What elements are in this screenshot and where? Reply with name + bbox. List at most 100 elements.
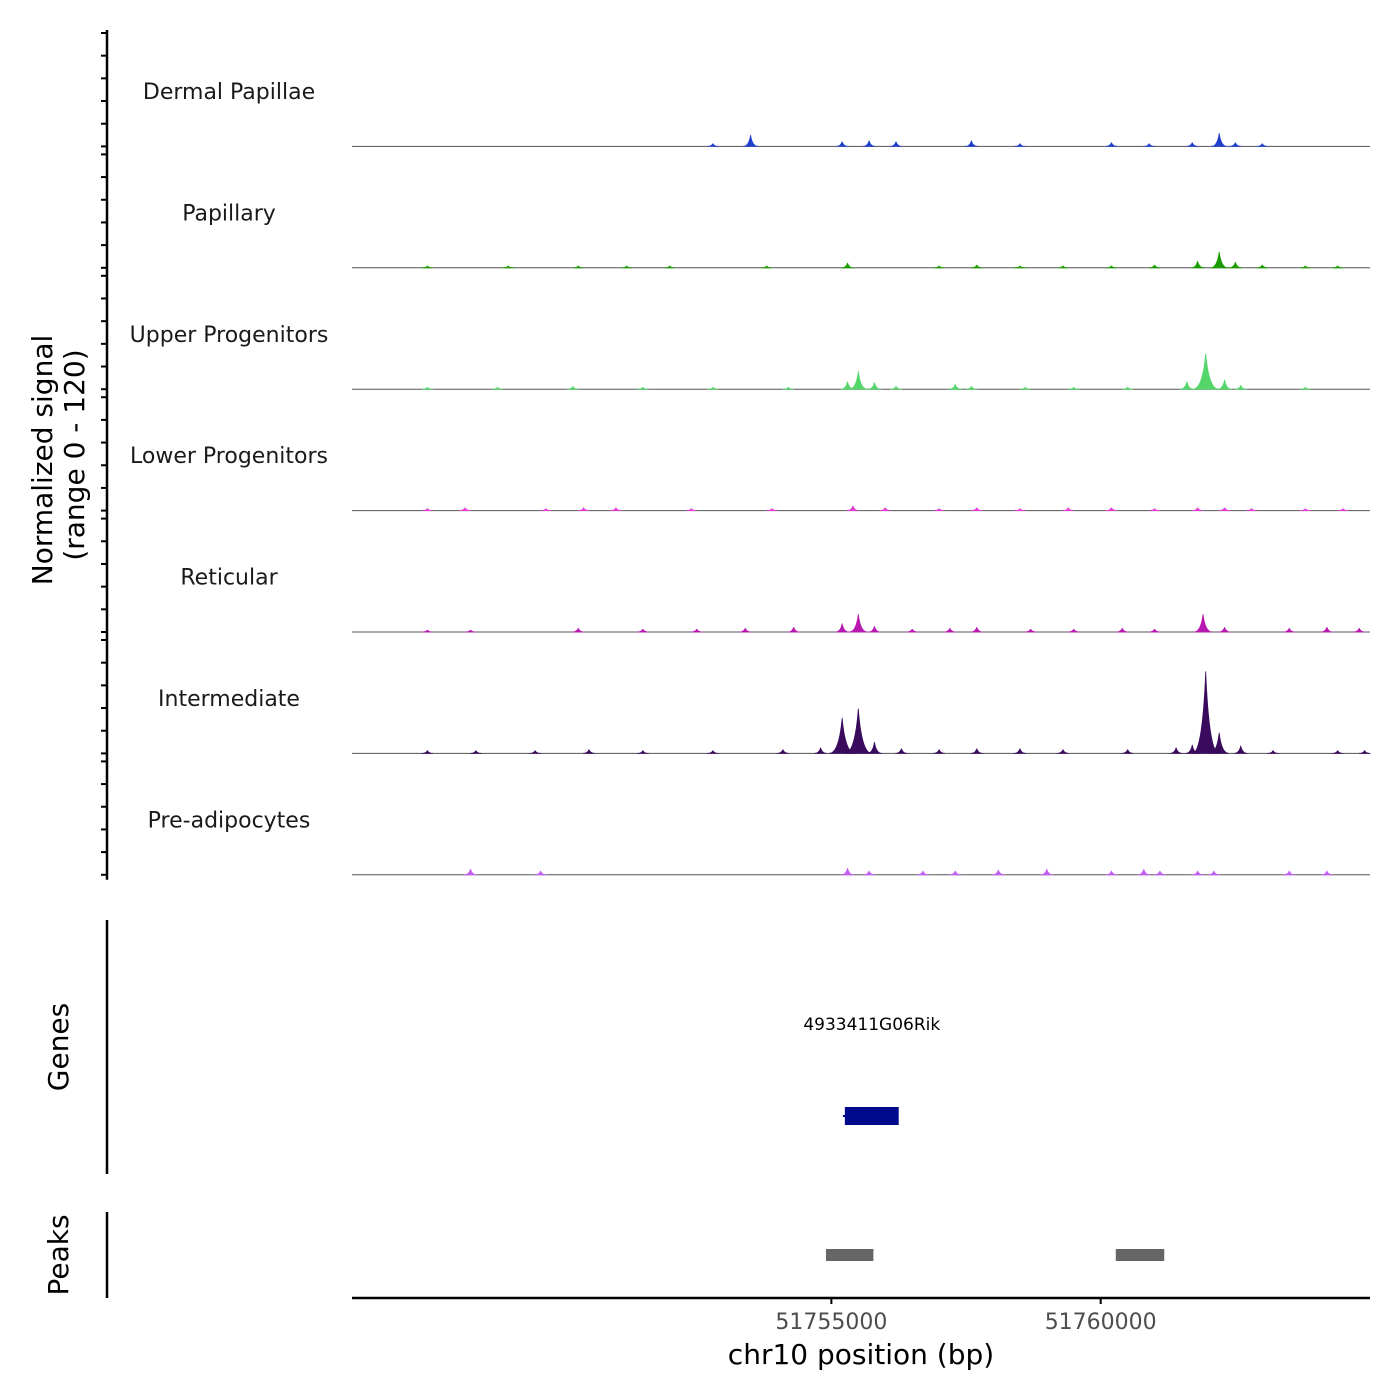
- signal-peak: [1191, 870, 1204, 876]
- genes-panel-title: Genes: [42, 1003, 75, 1091]
- signal-peak: [782, 386, 794, 390]
- signal-peak: [1217, 379, 1232, 390]
- signal-peak: [766, 508, 778, 511]
- track-label: Papillary: [182, 201, 276, 226]
- x-axis-title: chr10 position (bp): [728, 1338, 994, 1371]
- x-axis: 51755000 51760000: [775, 1298, 1157, 1335]
- track-reticular: Reticular: [180, 566, 1370, 633]
- signal-peak: [841, 262, 854, 269]
- track-label: Intermediate: [158, 687, 300, 712]
- signal-peak: [1332, 265, 1344, 269]
- signal-peak: [572, 265, 584, 269]
- signal-peak: [1068, 386, 1080, 390]
- peaks-panel-title: Peaks: [42, 1214, 75, 1295]
- signal-peak: [1191, 507, 1204, 511]
- signal-peak: [1229, 142, 1242, 147]
- genes-panel: 4933411G06Rik: [803, 1015, 940, 1125]
- signal-peak: [1024, 628, 1037, 633]
- signal-peak: [964, 140, 978, 147]
- signal-peak: [577, 507, 590, 511]
- signal-peak: [1331, 750, 1344, 754]
- signal-peak: [1019, 386, 1031, 390]
- signal-peak: [637, 386, 649, 390]
- peak-region: [1115, 1249, 1165, 1261]
- signal-peak: [1320, 870, 1334, 876]
- signal-peak: [1014, 143, 1026, 147]
- signal-peak: [1143, 143, 1156, 147]
- signal-peak: [1067, 628, 1080, 633]
- signal-peak: [965, 386, 978, 390]
- signal-peak: [867, 382, 882, 390]
- track-label: Reticular: [180, 566, 278, 591]
- signal-y-axis-title-line1: Normalized signal: [26, 335, 59, 586]
- signal-peak: [1210, 251, 1229, 269]
- signal-peak: [1013, 748, 1027, 754]
- signal-peak: [1148, 508, 1161, 511]
- signal-peak: [970, 626, 984, 633]
- signal-peak: [943, 627, 956, 633]
- signal-peak: [1186, 142, 1199, 147]
- signal-peak: [1218, 507, 1231, 511]
- signal-peak: [906, 628, 919, 633]
- signal-peak: [1299, 508, 1312, 511]
- signal-peak: [889, 141, 903, 147]
- signal-peak: [1337, 508, 1349, 511]
- signal-peak: [1014, 265, 1026, 269]
- signal-peak: [1210, 133, 1228, 147]
- signal-peak: [1148, 628, 1161, 633]
- peak-region: [825, 1249, 874, 1261]
- signal-peak: [1207, 870, 1220, 876]
- signal-peak: [1256, 264, 1269, 269]
- signal-y-axis-title-line2: (range 0 - 120): [58, 349, 91, 560]
- signal-peak: [862, 870, 876, 876]
- signal-peak: [502, 265, 514, 269]
- signal-peak: [636, 750, 649, 754]
- signal-peak: [610, 507, 622, 511]
- signal-peak: [1121, 749, 1134, 754]
- signal-peak: [879, 507, 892, 511]
- signal-peak: [469, 750, 482, 754]
- signal-peak: [1121, 386, 1134, 390]
- signal-peak: [933, 265, 945, 269]
- signal-peak: [459, 507, 472, 511]
- signal-peak: [1105, 507, 1118, 511]
- signal-peak: [690, 628, 703, 633]
- track-label: Lower Progenitors: [130, 444, 328, 469]
- track-intermediate: Intermediate: [158, 671, 1371, 754]
- track-label: Dermal Papillae: [143, 80, 315, 105]
- signal-peak: [862, 140, 876, 147]
- signal-peak: [582, 749, 596, 754]
- signal-peak: [916, 870, 930, 876]
- signal-peak: [1353, 627, 1366, 633]
- signal-peak: [1192, 353, 1220, 390]
- signal-peak: [844, 708, 873, 754]
- signal-peak: [1218, 626, 1231, 633]
- signal-peak: [895, 748, 908, 754]
- signal-peak: [566, 386, 579, 390]
- signal-peak: [970, 507, 983, 511]
- signal-peak: [1105, 265, 1118, 269]
- signal-peak: [1193, 613, 1213, 633]
- signal-peak: [572, 627, 585, 633]
- signal-peak: [834, 623, 850, 633]
- signal-peak: [421, 265, 434, 269]
- signal-peak: [1233, 745, 1248, 754]
- signal-peak: [742, 134, 759, 147]
- signal-peak: [421, 629, 434, 633]
- x-tick-label: 51760000: [1045, 1310, 1157, 1335]
- signal-peak: [463, 868, 478, 876]
- signal-peak: [1179, 381, 1194, 390]
- signal-peak: [761, 265, 773, 269]
- track-label: Upper Progenitors: [130, 323, 329, 348]
- signal-peak: [1267, 750, 1279, 754]
- signal-peak: [1358, 750, 1371, 754]
- signal-peak: [707, 386, 719, 390]
- signal-peak: [739, 627, 752, 633]
- signal-peak: [529, 750, 542, 754]
- signal-peak: [949, 870, 962, 876]
- signal-peak: [1056, 749, 1070, 754]
- peaks-panel: [825, 1249, 1165, 1261]
- signal-peak: [840, 867, 855, 876]
- signal-peak: [1283, 627, 1296, 633]
